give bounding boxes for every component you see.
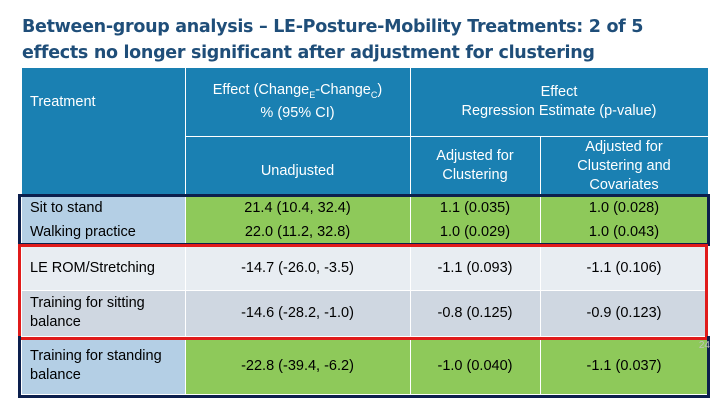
grid-line bbox=[22, 290, 708, 291]
grid-line bbox=[22, 196, 708, 197]
effect-standing-balance: -22.8 (-39.4, -6.2) bbox=[185, 338, 410, 394]
effect-walking-practice: 22.0 (11.2, 32.8) bbox=[244, 223, 351, 240]
treatment-sit-to-stand: Sit to stand bbox=[30, 199, 103, 216]
treatment-walking-practice: Walking practice bbox=[30, 223, 136, 240]
adj-cc-sitting-balance: -0.9 (0.123) bbox=[540, 290, 708, 336]
slide-title: Between-group analysis – LE-Posture-Mobi… bbox=[22, 17, 644, 63]
adj-cc-walking-practice: 1.0 (0.043) bbox=[588, 223, 660, 240]
adj-cc-sit-to-stand: 1.0 (0.028) bbox=[588, 199, 660, 216]
adj-c-le-rom: -1.1 (0.093) bbox=[410, 246, 540, 290]
adj-c-walking-practice: 1.0 (0.029) bbox=[439, 223, 511, 240]
table-row-adj-cc: 1.0 (0.028) 1.0 (0.043) bbox=[540, 196, 708, 244]
grid-line bbox=[185, 136, 708, 137]
header-regression: Effect Regression Estimate (p-value) bbox=[410, 68, 708, 136]
effect-sitting-balance: -14.6 (-28.2, -1.0) bbox=[185, 290, 410, 336]
header-adj-clustering-covariates: Adjusted for Clustering and Covariates bbox=[540, 136, 708, 196]
adj-cc-le-rom: -1.1 (0.106) bbox=[540, 246, 708, 290]
treatment-standing-balance: Training for standing balance bbox=[22, 338, 185, 394]
grid-line bbox=[410, 68, 411, 394]
effect-le-rom: -14.7 (-26.0, -3.5) bbox=[185, 246, 410, 290]
header-treatment-label: Treatment bbox=[30, 93, 96, 110]
table-row-treatment: Sit to stand Walking practice bbox=[22, 196, 185, 244]
header-blank bbox=[22, 136, 185, 196]
treatment-le-rom: LE ROM/Stretching bbox=[22, 246, 185, 290]
treatment-sitting-balance: Training for sitting balance bbox=[22, 290, 185, 336]
grid-line bbox=[540, 136, 541, 394]
header-effect: Effect (ChangeE-ChangeC) % (95% CI) bbox=[185, 68, 410, 136]
adj-c-sitting-balance: -0.8 (0.125) bbox=[410, 290, 540, 336]
adj-c-standing-balance: -1.0 (0.040) bbox=[410, 338, 540, 394]
header-adj-clustering: Adjusted for Clustering bbox=[410, 136, 540, 196]
page-number: 24 bbox=[698, 340, 710, 351]
adj-c-sit-to-stand: 1.1 (0.035) bbox=[439, 199, 511, 216]
adj-cc-standing-balance: -1.1 (0.037) bbox=[540, 338, 708, 394]
header-regression-line2: Regression Estimate (p-value) bbox=[461, 103, 657, 119]
header-unadjusted: Unadjusted bbox=[185, 136, 410, 196]
table-row-effect: 21.4 (10.4, 32.4) 22.0 (11.2, 32.8) bbox=[185, 196, 410, 244]
header-regression-line1: Effect bbox=[540, 84, 578, 100]
grid-line bbox=[185, 68, 186, 394]
header-treatment: Treatment bbox=[22, 68, 185, 136]
effect-sit-to-stand: 21.4 (10.4, 32.4) bbox=[244, 199, 351, 216]
header-effect-line2: % (95% CI) bbox=[260, 105, 335, 122]
table-row-adj-c: 1.1 (0.035) 1.0 (0.029) bbox=[410, 196, 540, 244]
header-effect-line1: Effect (ChangeE-ChangeC) bbox=[212, 81, 383, 100]
